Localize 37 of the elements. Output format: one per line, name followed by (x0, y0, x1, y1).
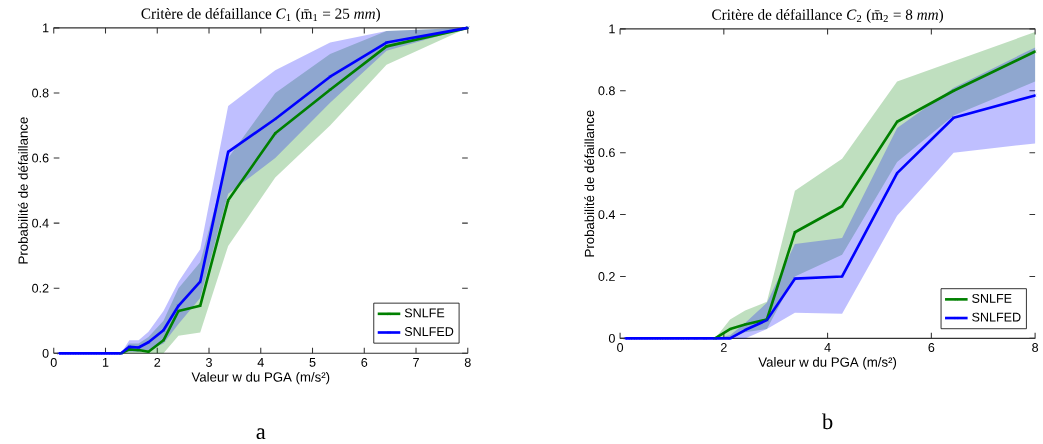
legend-label: SNLFE (972, 294, 1012, 304)
x-tick-label: 2 (720, 343, 727, 353)
y-tick-label: 0.4 (598, 210, 616, 220)
chart-title: Critère de défaillance C$_{1}$ (m̄$_{1}$ = 25 mm) (141, 8, 380, 23)
text: a (256, 428, 266, 440)
x-axis-title: Valeur w du PGA (m/s²) (758, 357, 897, 370)
x-tick-label: 8 (464, 358, 471, 368)
x-tick-label: 3 (206, 358, 212, 368)
legend-label: SNLFED (972, 312, 1021, 322)
x-tick-label: 2 (154, 358, 161, 368)
y-tick-label: 0.8 (32, 88, 49, 98)
y-tick-label: 0.2 (598, 272, 615, 282)
legend-label: SNLFE (404, 308, 445, 318)
x-tick-label: 6 (361, 358, 368, 368)
chart-title: Critère de défaillance C$_{2}$ (m̄$_{2}$ = 8 mm) (712, 9, 944, 24)
x-tick-label: 1 (102, 358, 109, 367)
y-tick-label: 0 (608, 334, 615, 344)
x-tick-label: 4 (257, 358, 264, 367)
x-tick-label: 0 (50, 358, 57, 368)
x-tick-label: 4 (824, 343, 831, 352)
legend-label: SNLFED (404, 327, 454, 337)
y-tick-label: 1 (43, 23, 49, 33)
y-tick-label: 1 (609, 24, 615, 34)
y-tick-label: 0.6 (598, 148, 615, 158)
x-tick-label: 7 (413, 358, 419, 367)
x-tick-label: 5 (309, 358, 316, 368)
x-tick-label: 6 (928, 343, 935, 353)
y-tick-label: 0.4 (32, 218, 49, 228)
y-tick-label: 0.2 (32, 284, 49, 293)
x-axis-title: Valeur w du PGA (m/s²) (191, 372, 330, 385)
x-tick-label: 8 (1032, 343, 1039, 353)
y-axis-title: Probabilité de défaillance (17, 117, 28, 264)
x-tick-label: 0 (617, 343, 624, 353)
y-axis-title: Probabilité de défaillance (584, 110, 595, 257)
y-tick-label: 0.6 (32, 153, 49, 163)
y-tick-label: 0.8 (598, 86, 615, 96)
text: b (821, 413, 833, 430)
